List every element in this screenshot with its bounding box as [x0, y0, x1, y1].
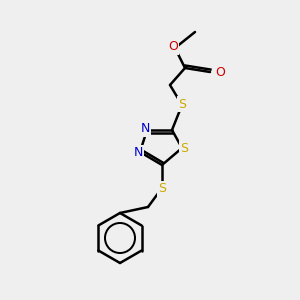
Text: O: O	[168, 40, 178, 53]
Text: N: N	[133, 146, 143, 160]
Text: S: S	[178, 98, 186, 110]
Text: S: S	[158, 182, 166, 196]
Text: N: N	[140, 122, 150, 136]
Text: S: S	[180, 142, 188, 154]
Text: O: O	[215, 65, 225, 79]
